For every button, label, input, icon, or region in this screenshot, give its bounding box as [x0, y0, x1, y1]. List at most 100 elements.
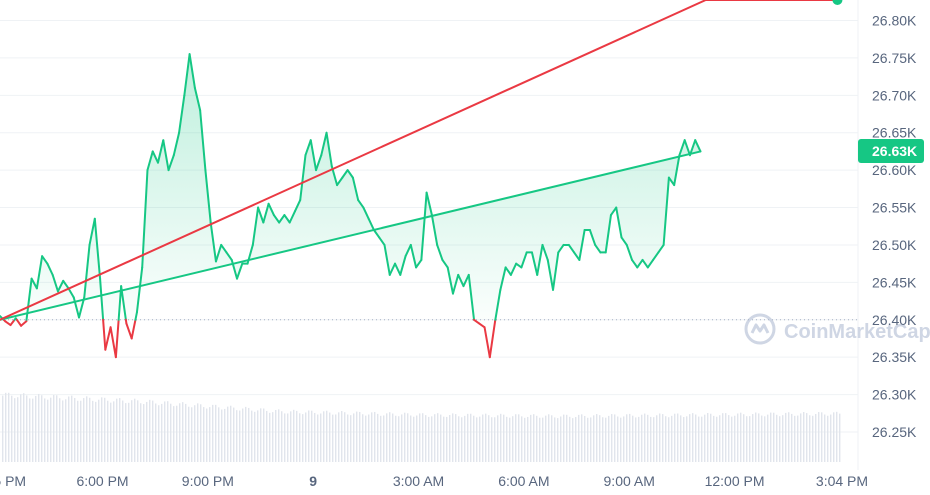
x-tick-label: 6:00 PM	[76, 473, 128, 489]
price-segment	[204, 169, 212, 224]
price-segment	[351, 176, 360, 202]
volume-bar	[518, 414, 520, 462]
price-segment	[420, 191, 428, 261]
volume-bar	[827, 415, 829, 462]
volume-bar	[452, 413, 454, 462]
volume-bar	[191, 407, 193, 462]
y-tick-label: 26.70K	[872, 87, 917, 103]
volume-bar	[248, 407, 250, 462]
price-segment	[683, 139, 691, 157]
price-segment	[125, 322, 133, 340]
price-segment	[257, 206, 265, 224]
volume-bar	[677, 413, 679, 462]
volume-bar	[359, 411, 361, 462]
volume-bar	[8, 392, 10, 462]
volume-bar	[47, 399, 49, 462]
price-segment	[272, 214, 281, 224]
volume-bar	[530, 414, 532, 462]
price-segment	[594, 243, 602, 254]
volume-bar	[257, 410, 259, 462]
volume-bar	[368, 414, 370, 462]
price-segment	[225, 251, 233, 261]
volume-bar	[698, 416, 700, 462]
volume-bar	[122, 400, 124, 462]
price-segment	[441, 258, 449, 269]
volume-bar	[596, 414, 598, 462]
volume-bar	[11, 395, 13, 462]
price-segment	[251, 206, 260, 246]
volume-bar	[158, 405, 160, 462]
volume-bar	[656, 415, 658, 462]
volume-bar	[254, 411, 256, 462]
price-segment	[631, 258, 639, 269]
volume-bar	[761, 415, 763, 462]
volume-bar	[815, 413, 817, 462]
volume-bar	[521, 416, 523, 462]
volume-bar	[383, 415, 385, 462]
coinmarketcap-logo-icon	[744, 313, 776, 345]
price-segment	[209, 221, 217, 263]
volume-bar	[260, 408, 262, 462]
volume-bar	[695, 414, 697, 462]
price-segment	[457, 273, 465, 288]
x-tick-label: 3:05 PM	[0, 473, 26, 489]
volume-bar	[236, 410, 238, 462]
price-segment	[362, 206, 370, 220]
price-segment	[694, 139, 702, 153]
volume-bar	[749, 416, 751, 462]
volume-bar	[53, 395, 55, 462]
volume-bar	[41, 395, 43, 462]
volume-bar	[92, 400, 94, 462]
y-tick-label: 26.40K	[872, 312, 917, 328]
volume-bar	[524, 417, 526, 462]
volume-bar	[575, 417, 577, 462]
volume-bar	[623, 416, 625, 462]
current-price-dot[interactable]	[832, 0, 843, 5]
volume-bar	[221, 409, 223, 462]
price-segment	[667, 176, 676, 187]
volume-bar	[164, 401, 166, 462]
volume-bar	[497, 415, 499, 462]
volume-bar	[725, 413, 727, 462]
volume-bar	[212, 404, 214, 462]
volume-bar	[557, 418, 559, 462]
volume-bar	[602, 417, 604, 462]
volume-bar	[329, 412, 331, 462]
volume-bar	[641, 414, 643, 462]
price-segment	[483, 326, 491, 359]
volume-bar	[101, 397, 103, 462]
volume-bar	[245, 406, 247, 462]
volume-bar	[404, 412, 406, 462]
volume-bar	[23, 393, 25, 462]
price-segment	[546, 258, 555, 291]
volume-bar	[65, 399, 67, 462]
volume-bar	[833, 412, 835, 462]
volume-bar	[185, 403, 187, 462]
volume-bar	[512, 416, 514, 462]
price-segment	[346, 169, 354, 179]
volume-bar	[287, 413, 289, 462]
volume-bar	[179, 403, 181, 462]
price-segment	[536, 243, 544, 276]
price-segment	[41, 255, 49, 265]
volume-bar	[5, 392, 7, 462]
price-segment	[120, 285, 127, 321]
price-segment	[262, 202, 270, 224]
grid-lines	[0, 0, 859, 470]
volume-bar	[59, 398, 61, 462]
volume-bar	[464, 415, 466, 462]
volume-bar	[551, 415, 553, 462]
volume-bar	[488, 415, 490, 462]
volume-bar	[485, 413, 487, 462]
price-segment	[541, 243, 549, 261]
price-segment	[151, 150, 160, 164]
volume-bar	[689, 414, 691, 462]
price-segment	[557, 243, 565, 254]
price-segment	[283, 214, 291, 224]
volume-bar	[161, 403, 163, 462]
watermark: CoinMarketCap	[744, 313, 930, 345]
volume-bar	[194, 405, 196, 462]
volume-bar	[377, 413, 379, 462]
volume-bar	[371, 412, 373, 462]
